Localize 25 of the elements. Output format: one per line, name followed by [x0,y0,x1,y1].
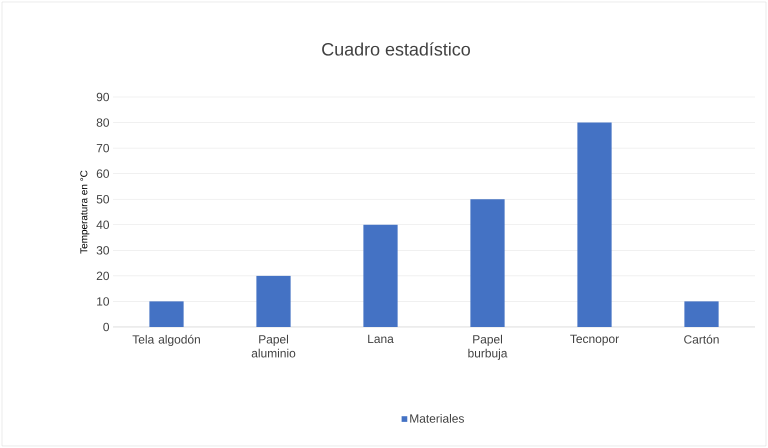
y-tick-label: 30 [96,246,110,255]
x-tick-label: Papel aluminio [252,334,296,358]
x-tick-label: Lana [368,334,394,344]
bar [577,122,612,327]
x-tick-label: Cartón [684,334,719,344]
y-tick-label: 0 [103,322,110,332]
y-tick-label: 70 [96,144,110,152]
bar [684,301,719,327]
bar [363,224,398,327]
y-tick-label: 10 [97,297,110,306]
bar [149,301,184,327]
y-tick-label: 20 [96,272,110,280]
y-tick-label: 80 [96,118,110,127]
x-tick-label: Tela algodón [132,334,200,346]
y-axis-title: Temperatura en °C [80,170,90,254]
chart-title: Cuadro estadístico [322,42,470,56]
legend-label: Materiales [410,414,464,423]
y-tick-label: 90 [96,92,110,102]
y-tick-label: 60 [96,169,110,178]
bar [470,199,505,327]
y-tick-label: 40 [96,220,110,229]
y-tick-label: 50 [96,194,110,204]
bar [256,276,291,327]
x-tick-label: Tecnopor [570,334,619,346]
x-tick-label: Papel burbuja [468,334,508,360]
